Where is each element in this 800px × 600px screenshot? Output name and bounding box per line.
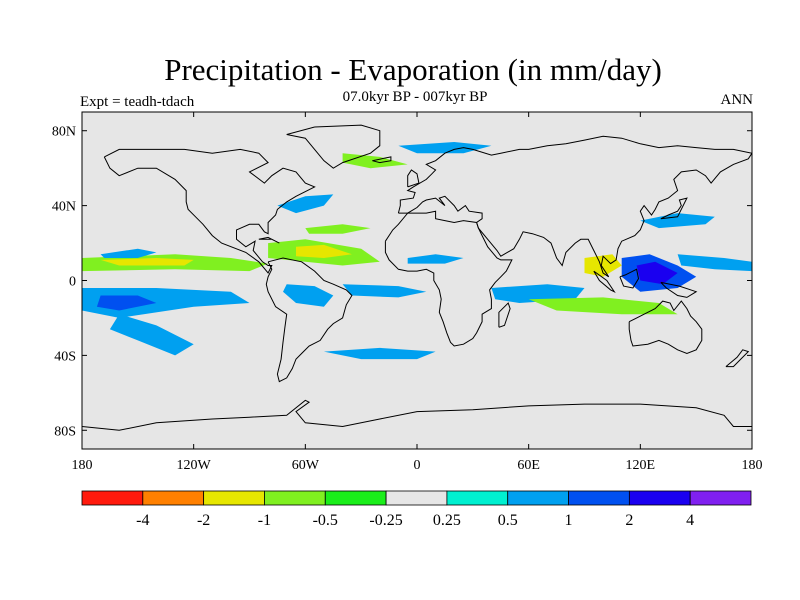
coastline-1	[286, 124, 381, 169]
coastline-13	[725, 349, 750, 368]
lon-label: 120E	[626, 458, 656, 473]
coastline-5	[628, 300, 703, 355]
nw-pacific-wet	[640, 213, 715, 229]
lat-label: 40N	[52, 200, 76, 215]
lat-label: 80S	[54, 424, 76, 439]
coastline-9	[619, 268, 640, 289]
page-title: Precipitation - Evaporation (in mm/day)	[164, 52, 662, 87]
w-pacific-wet	[677, 254, 752, 272]
coastline-11	[660, 281, 698, 298]
field-layer	[82, 142, 752, 360]
sahel-wet	[407, 254, 464, 264]
coastline-layer	[82, 124, 752, 431]
coastline-0	[103, 148, 316, 274]
coastline-2	[265, 257, 353, 383]
lon-label: 60W	[292, 458, 320, 473]
coastline-7	[407, 169, 420, 188]
subtitle: 07.0kyr BP - 007kyr BP	[342, 89, 488, 105]
south-pacific-wet	[82, 288, 250, 318]
season-label: ANN	[720, 92, 754, 108]
n-atlantic-dry	[305, 224, 371, 234]
indian-ocean-dry	[528, 297, 678, 315]
amazon-wet	[283, 284, 334, 307]
coastline-10	[660, 197, 688, 220]
pacific-nw-wet	[100, 248, 157, 258]
s-ocean-wet	[323, 347, 436, 360]
coastline-6	[82, 399, 752, 431]
lat-label: 0	[69, 275, 76, 290]
lat-label: 80N	[52, 125, 76, 140]
coastline-15	[258, 236, 280, 244]
atlantic-itcz-core	[296, 244, 352, 258]
n-atlantic-wet	[277, 194, 334, 214]
lon-label: 0	[414, 458, 421, 473]
experiment-label: Expt = teadh-tdach	[80, 94, 195, 110]
lon-label: 120W	[177, 458, 212, 473]
lat-label: 40S	[54, 349, 76, 364]
s-atlantic-wet	[342, 284, 427, 298]
itcz-pacific-core	[100, 258, 194, 266]
south-pacific-core	[96, 295, 157, 311]
coastline-8	[593, 270, 616, 293]
coastline-4	[384, 210, 513, 347]
coastline-12	[498, 302, 511, 328]
lon-label: 60E	[517, 458, 540, 473]
indian-ocean-wet	[491, 284, 585, 303]
arctic-wet	[398, 142, 492, 154]
s-pacific-diag	[109, 314, 194, 356]
maritime-core	[636, 261, 678, 285]
lon-label: 180	[72, 458, 93, 473]
coastline-14	[372, 156, 392, 164]
lon-label: 180	[742, 458, 763, 473]
